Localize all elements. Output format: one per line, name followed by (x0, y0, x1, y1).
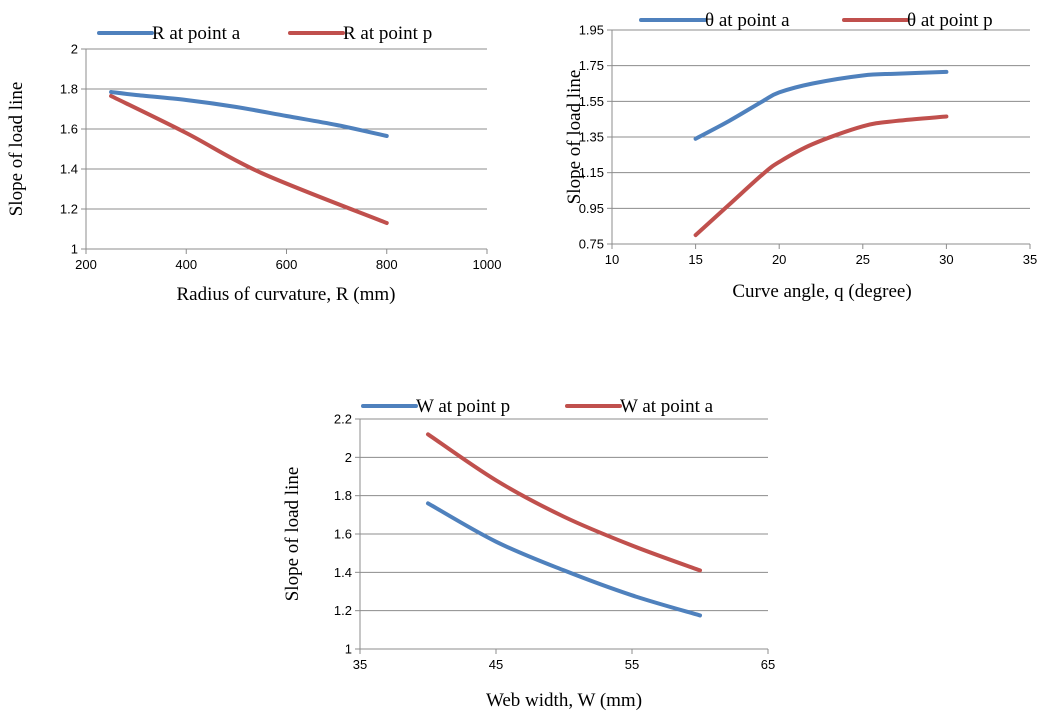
x-tick-label: 65 (761, 657, 775, 672)
legend-label: W at point p (416, 396, 510, 417)
y-tick-label: 2 (71, 42, 78, 57)
y-tick-label: 1.95 (579, 23, 604, 38)
x-tick-label: 15 (688, 252, 702, 267)
y-tick-label: 1.35 (579, 130, 604, 145)
y-tick-label: 1 (71, 242, 78, 257)
x-tick-label: 20 (772, 252, 786, 267)
x-tick-label: 10 (605, 252, 619, 267)
x-tick-label: 35 (353, 657, 367, 672)
y-axis-title: Slope of load line (564, 70, 585, 205)
legend-label: R at point p (343, 23, 432, 44)
series-line (109, 94, 389, 225)
y-tick-label: 1.2 (60, 202, 78, 217)
x-tick-label: 25 (856, 252, 870, 267)
chart-2: 0.75 0.95 1.15 1.35 1.55 1.75 1.95 10 15 20 25 30 35… (564, 10, 1037, 302)
y-tick-label: 0.75 (579, 237, 604, 252)
y-axis-title: Slope of load line (282, 467, 303, 602)
y-tick-label: 2.2 (334, 412, 352, 427)
x-tick-label: 45 (489, 657, 503, 672)
y-axis-title: Slope of load line (6, 82, 27, 217)
chart-1: 1 1.2 1.4 1.6 1.8 2 200 400 600 800 1000 R at point… (6, 23, 501, 305)
legend-label: θ at point a (705, 10, 790, 31)
legend-label: θ at point p (907, 10, 993, 31)
series-line (693, 114, 949, 238)
series-line (426, 501, 702, 618)
y-tick-label: 1.4 (60, 162, 78, 177)
x-tick-label: 600 (276, 257, 298, 272)
x-tick-label: 1000 (473, 257, 502, 272)
y-tick-label: 1.15 (579, 165, 604, 180)
y-tick-label: 1.6 (334, 527, 352, 542)
y-tick-label: 1.6 (60, 122, 78, 137)
y-tick-label: 0.95 (579, 201, 604, 216)
y-tick-label: 1.75 (579, 58, 604, 73)
x-tick-label: 200 (75, 257, 97, 272)
y-tick-label: 1.8 (60, 82, 78, 97)
series-line (693, 69, 949, 141)
y-tick-label: 1.55 (579, 94, 604, 109)
y-tick-label: 2 (345, 450, 352, 465)
x-axis-title: Radius of curvature, R (mm) (177, 284, 396, 305)
y-tick-label: 1 (345, 642, 352, 657)
x-tick-label: 55 (625, 657, 639, 672)
series-line (109, 90, 389, 138)
legend-label: W at point a (620, 396, 714, 417)
y-tick-label: 1.2 (334, 603, 352, 618)
y-tick-label: 1.8 (334, 488, 352, 503)
chart-3: 1 1.2 1.4 1.6 1.8 2 2.2 35 45 55 65 W at point p W a… (282, 396, 775, 711)
legend-label: R at point a (152, 23, 241, 44)
x-tick-label: 35 (1023, 252, 1037, 267)
x-axis-title: Curve angle, q (degree) (732, 281, 911, 302)
y-tick-label: 1.4 (334, 565, 352, 580)
series-line (426, 432, 702, 573)
x-tick-label: 400 (175, 257, 197, 272)
x-tick-label: 800 (376, 257, 398, 272)
x-axis-title: Web width, W (mm) (486, 690, 642, 711)
x-tick-label: 30 (939, 252, 953, 267)
